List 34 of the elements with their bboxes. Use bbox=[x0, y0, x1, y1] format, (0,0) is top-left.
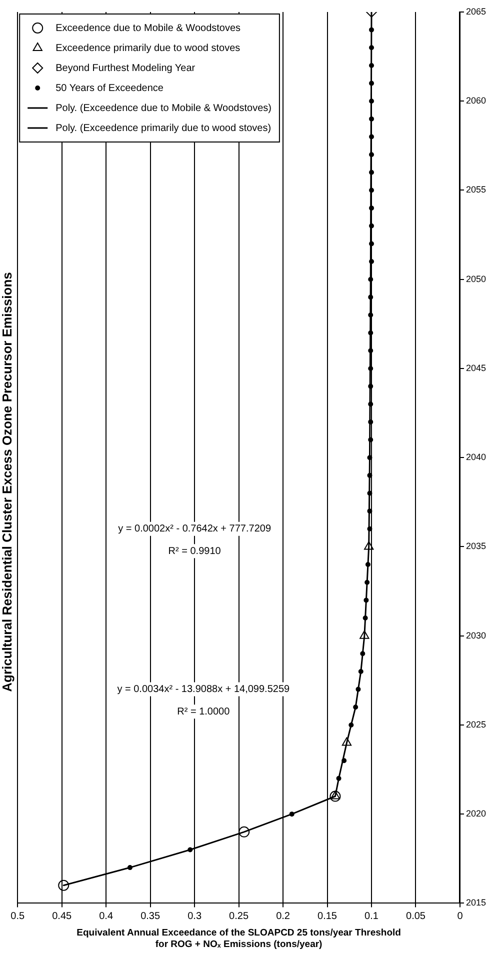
x-tick-label: 0.45 bbox=[52, 910, 72, 922]
x-tick-label: 0.5 bbox=[10, 910, 25, 922]
legend-label: Poly. (Exceedence due to Mobile & Woodstoves) bbox=[56, 102, 272, 114]
y-tick-label: 2060 bbox=[466, 96, 486, 106]
x-tick-label: 0.35 bbox=[140, 910, 160, 922]
x-tick-label: 0.25 bbox=[229, 910, 249, 922]
text: Agricultural Residential Cluster Excess Ozone Precursor Emissions bbox=[0, 272, 14, 692]
x-tick-label: 0.05 bbox=[406, 910, 426, 922]
x-tick-label: 0.4 bbox=[99, 910, 114, 922]
y-tick-label: 2035 bbox=[466, 541, 486, 552]
y-tick-label: 2065 bbox=[466, 6, 486, 16]
y-tick-label: 2015 bbox=[466, 898, 486, 908]
legend-label: Exceedence primarily due to wood stoves bbox=[56, 42, 240, 54]
legend-label: Exceedence due to Mobile & Woodstoves bbox=[56, 22, 241, 34]
y-tick-label: 2055 bbox=[466, 184, 486, 195]
annotation: y = 0.0002x² - 0.7642x + 777.7209 bbox=[118, 524, 272, 535]
y-tick-label: 2040 bbox=[466, 452, 486, 462]
y-tick-label: 2025 bbox=[466, 719, 486, 730]
x-tick-label: 0 bbox=[457, 910, 464, 922]
annotation: R² = 1.0000 bbox=[177, 706, 230, 718]
x-tick-label: 0.1 bbox=[364, 910, 379, 922]
x-tick-label: 0.15 bbox=[318, 910, 338, 922]
legend-label: Poly. (Exceedence primarily due to wood stoves) bbox=[56, 122, 272, 134]
y-tick-label: 2020 bbox=[466, 808, 486, 819]
x-tick-label: 0.3 bbox=[188, 910, 202, 922]
y-tick-label: 2050 bbox=[466, 274, 486, 284]
legend-label: Beyond Furthest Modeling Year bbox=[56, 62, 196, 74]
annotation: y = 0.0034x² - 13.9088x + 14,099.5259 bbox=[117, 684, 290, 696]
legend-label: 50 Years of Exceedence bbox=[56, 82, 164, 94]
annotation: R² = 0.9910 bbox=[168, 546, 222, 557]
x-axis-title: Equivalent Annual Exceedance of the SLOAPCD 25 tons/year Threshold for ROG + NOₓ Emissions (tons/year) bbox=[76, 928, 402, 950]
x-tick-label: 0.2 bbox=[276, 910, 290, 922]
y-tick-label: 2045 bbox=[466, 362, 486, 373]
y-tick-label: 2030 bbox=[466, 630, 486, 640]
